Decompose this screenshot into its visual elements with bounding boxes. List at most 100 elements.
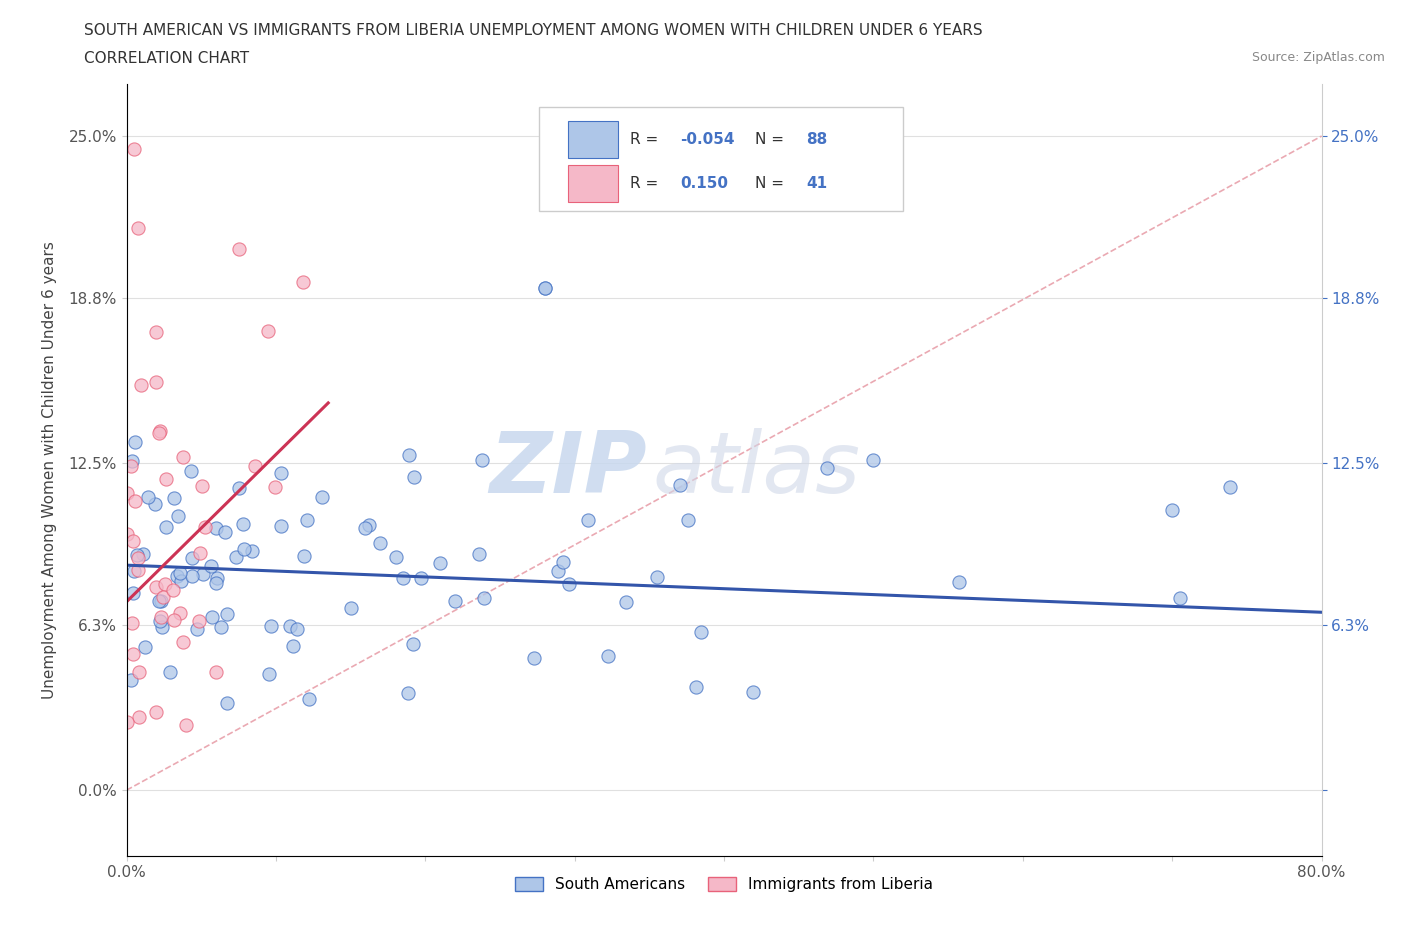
- Point: [115, 485, 138, 500]
- Point: [474, 591, 496, 605]
- Point: [120, 672, 142, 687]
- Point: [136, 489, 159, 504]
- Point: [295, 512, 318, 527]
- Point: [122, 564, 145, 578]
- Point: [169, 605, 191, 620]
- Text: R =: R =: [630, 132, 658, 147]
- Point: [534, 280, 557, 295]
- Point: [131, 378, 153, 392]
- Point: [669, 477, 692, 492]
- Point: [409, 570, 432, 585]
- Text: -0.054: -0.054: [681, 132, 734, 147]
- Point: [214, 525, 236, 539]
- Point: [368, 536, 391, 551]
- Point: [240, 544, 263, 559]
- Point: [122, 585, 145, 600]
- Point: [128, 665, 150, 680]
- Point: [150, 619, 173, 634]
- Point: [298, 691, 321, 706]
- Point: [689, 625, 711, 640]
- Point: [645, 569, 668, 584]
- Text: SOUTH AMERICAN VS IMMIGRANTS FROM LIBERIA UNEMPLOYMENT AMONG WOMEN WITH CHILDREN: SOUTH AMERICAN VS IMMIGRANTS FROM LIBERI…: [84, 23, 983, 38]
- Point: [815, 460, 838, 475]
- Point: [152, 590, 174, 604]
- Point: [471, 452, 494, 467]
- Point: [166, 568, 188, 583]
- Point: [340, 601, 363, 616]
- Point: [353, 521, 375, 536]
- Text: ZIP: ZIP: [489, 428, 647, 512]
- Point: [122, 646, 145, 661]
- Point: [155, 577, 177, 591]
- Point: [193, 566, 215, 581]
- Point: [201, 609, 224, 624]
- Text: R =: R =: [630, 177, 658, 192]
- Point: [598, 648, 620, 663]
- Point: [163, 490, 186, 505]
- Point: [260, 618, 283, 633]
- Point: [278, 618, 301, 633]
- Point: [204, 521, 226, 536]
- Point: [256, 324, 278, 339]
- Point: [127, 563, 149, 578]
- Point: [145, 325, 167, 339]
- Point: [685, 680, 707, 695]
- Point: [127, 220, 149, 235]
- Point: [285, 622, 308, 637]
- Point: [264, 480, 287, 495]
- Point: [155, 520, 177, 535]
- Point: [172, 635, 194, 650]
- Point: [522, 651, 544, 666]
- Point: [243, 458, 266, 473]
- Point: [127, 551, 149, 565]
- Point: [172, 449, 194, 464]
- Point: [125, 548, 148, 563]
- Text: CORRELATION CHART: CORRELATION CHART: [84, 51, 249, 66]
- Point: [200, 559, 222, 574]
- Text: 41: 41: [807, 177, 828, 192]
- Text: atlas: atlas: [652, 428, 860, 512]
- Point: [188, 545, 211, 560]
- Point: [145, 704, 167, 719]
- Point: [1168, 591, 1191, 605]
- Point: [186, 622, 208, 637]
- Point: [180, 551, 202, 565]
- Point: [215, 696, 238, 711]
- Point: [292, 274, 315, 289]
- Point: [143, 497, 166, 512]
- Point: [215, 607, 238, 622]
- Point: [357, 517, 380, 532]
- Point: [159, 665, 181, 680]
- Point: [145, 374, 167, 389]
- Point: [948, 575, 970, 590]
- Point: [468, 547, 491, 562]
- Point: [742, 684, 765, 699]
- Point: [232, 516, 254, 531]
- Point: [121, 454, 143, 469]
- Point: [121, 534, 143, 549]
- Point: [169, 565, 191, 580]
- Point: [145, 579, 167, 594]
- Y-axis label: Unemployment Among Women with Children Under 6 years: Unemployment Among Women with Children U…: [42, 241, 58, 698]
- Text: 88: 88: [807, 132, 828, 147]
- Text: N =: N =: [755, 177, 785, 192]
- Point: [228, 242, 250, 257]
- Point: [228, 480, 250, 495]
- Point: [551, 555, 574, 570]
- Point: [149, 423, 172, 438]
- Point: [385, 550, 408, 565]
- Point: [124, 434, 146, 449]
- Point: [558, 577, 581, 591]
- Point: [148, 426, 170, 441]
- Legend: South Americans, Immigrants from Liberia: South Americans, Immigrants from Liberia: [509, 870, 939, 898]
- Point: [121, 616, 143, 631]
- Point: [205, 576, 228, 591]
- Point: [180, 464, 202, 479]
- Point: [169, 574, 191, 589]
- Point: [115, 714, 138, 729]
- Point: [547, 564, 569, 578]
- Point: [396, 685, 419, 700]
- Point: [132, 547, 155, 562]
- Text: N =: N =: [755, 132, 785, 147]
- Point: [398, 447, 420, 462]
